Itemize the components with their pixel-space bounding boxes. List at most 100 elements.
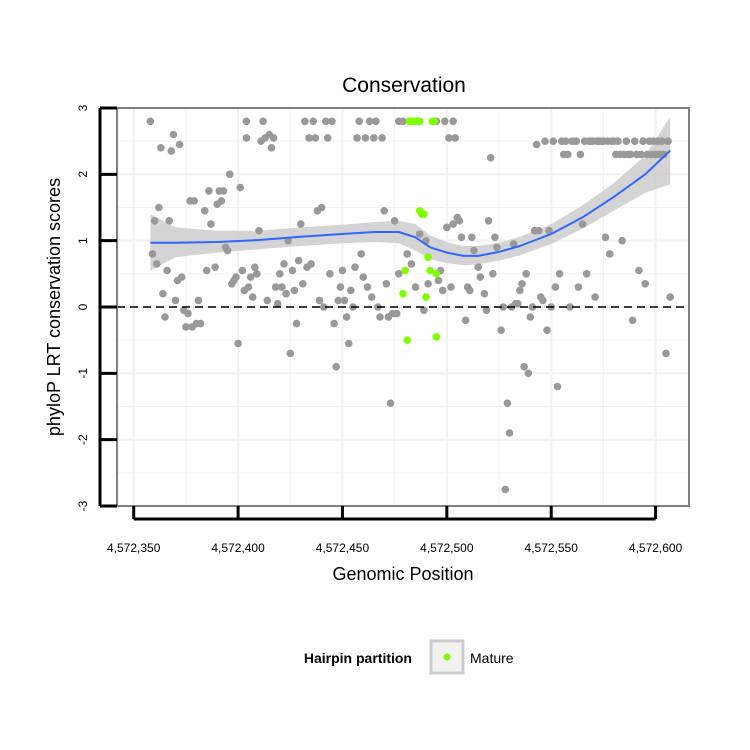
other-point [353, 134, 361, 142]
other-point [182, 323, 190, 331]
other-point [666, 293, 674, 301]
legend: Hairpin partition Mature [304, 639, 514, 675]
other-point [518, 280, 526, 288]
other-point [447, 283, 455, 291]
other-point [238, 266, 247, 275]
other-point [489, 270, 497, 278]
loess-smooth-line [150, 149, 671, 257]
other-point [662, 349, 670, 358]
other-point [311, 134, 320, 142]
y-tick-label: -3 [76, 500, 90, 511]
other-point [175, 140, 184, 149]
mature-point [422, 293, 430, 301]
other-point [288, 266, 297, 275]
other-point [194, 296, 203, 305]
other-point [605, 250, 614, 258]
other-point [378, 134, 386, 142]
other-point [407, 260, 416, 268]
other-point [328, 117, 336, 126]
other-point [522, 270, 530, 278]
other-point [630, 137, 639, 145]
x-tick-label: 4,572,350 [107, 541, 161, 555]
other-point [434, 276, 443, 285]
mature-point [420, 210, 428, 218]
y-axis-title: phyloP LRT conservation scores [44, 178, 64, 436]
other-point [541, 137, 549, 145]
other-point [232, 273, 240, 281]
other-point [357, 250, 366, 258]
other-point [382, 280, 391, 288]
other-point [499, 303, 508, 311]
other-point [363, 283, 372, 291]
other-point [251, 263, 259, 272]
other-point [148, 250, 157, 258]
other-point [516, 286, 524, 295]
other-point [415, 230, 424, 238]
other-point [244, 283, 253, 291]
other-point [543, 326, 551, 335]
other-point [493, 243, 501, 252]
other-point [161, 313, 169, 321]
other-point [491, 233, 499, 242]
other-point [223, 246, 232, 255]
mature-point [401, 266, 409, 275]
other-point [159, 289, 167, 298]
other-point [553, 382, 562, 391]
other-point [549, 137, 558, 145]
other-point [242, 117, 251, 126]
other-point [566, 303, 574, 311]
other-point [253, 270, 261, 278]
other-point [376, 313, 384, 321]
other-point [443, 223, 451, 232]
other-point [370, 134, 378, 142]
other-point [271, 283, 280, 291]
other-point [664, 137, 672, 145]
other-point [273, 299, 282, 308]
other-point [628, 316, 637, 325]
other-point [470, 246, 478, 255]
other-point [449, 117, 457, 126]
y-tick-label: 2 [76, 171, 90, 178]
other-point [190, 197, 198, 205]
other-point [319, 303, 328, 311]
x-axis: 4,572,350 4,572,400 4,572,450 4,572,500 4,57… [107, 506, 683, 555]
other-point [399, 117, 407, 126]
other-point [503, 399, 512, 408]
other-point [150, 217, 159, 225]
other-point [294, 256, 303, 265]
other-point [445, 134, 453, 142]
other-point [340, 296, 349, 305]
other-point [359, 273, 368, 281]
mature-point [432, 270, 441, 278]
other-point [355, 117, 364, 126]
other-point [152, 260, 161, 268]
other-point [390, 217, 399, 225]
y-tick-label: 0 [76, 303, 90, 310]
other-point [639, 137, 647, 145]
other-point [635, 266, 643, 275]
x-tick-label: 4,572,600 [629, 541, 683, 555]
other-point [330, 319, 338, 328]
y-axis: -3 -2 -1 0 1 2 3 [76, 104, 117, 511]
other-point [637, 150, 645, 159]
other-point [225, 170, 234, 179]
other-point [551, 283, 560, 291]
other-point [545, 226, 553, 235]
other-point [248, 293, 257, 301]
other-point [480, 289, 489, 298]
other-point [292, 319, 301, 328]
legend-key-mature-point [443, 653, 451, 661]
other-point [326, 270, 334, 278]
other-point [403, 250, 412, 258]
other-point [334, 296, 343, 305]
other-point [332, 362, 341, 371]
other-point [177, 273, 186, 281]
other-point [572, 137, 581, 145]
other-point [367, 293, 376, 301]
other-point [660, 150, 668, 159]
x-tick-label: 4,572,450 [316, 541, 370, 555]
legend-title: Hairpin partition [304, 650, 412, 666]
other-point [365, 117, 374, 126]
other-point [626, 150, 635, 159]
